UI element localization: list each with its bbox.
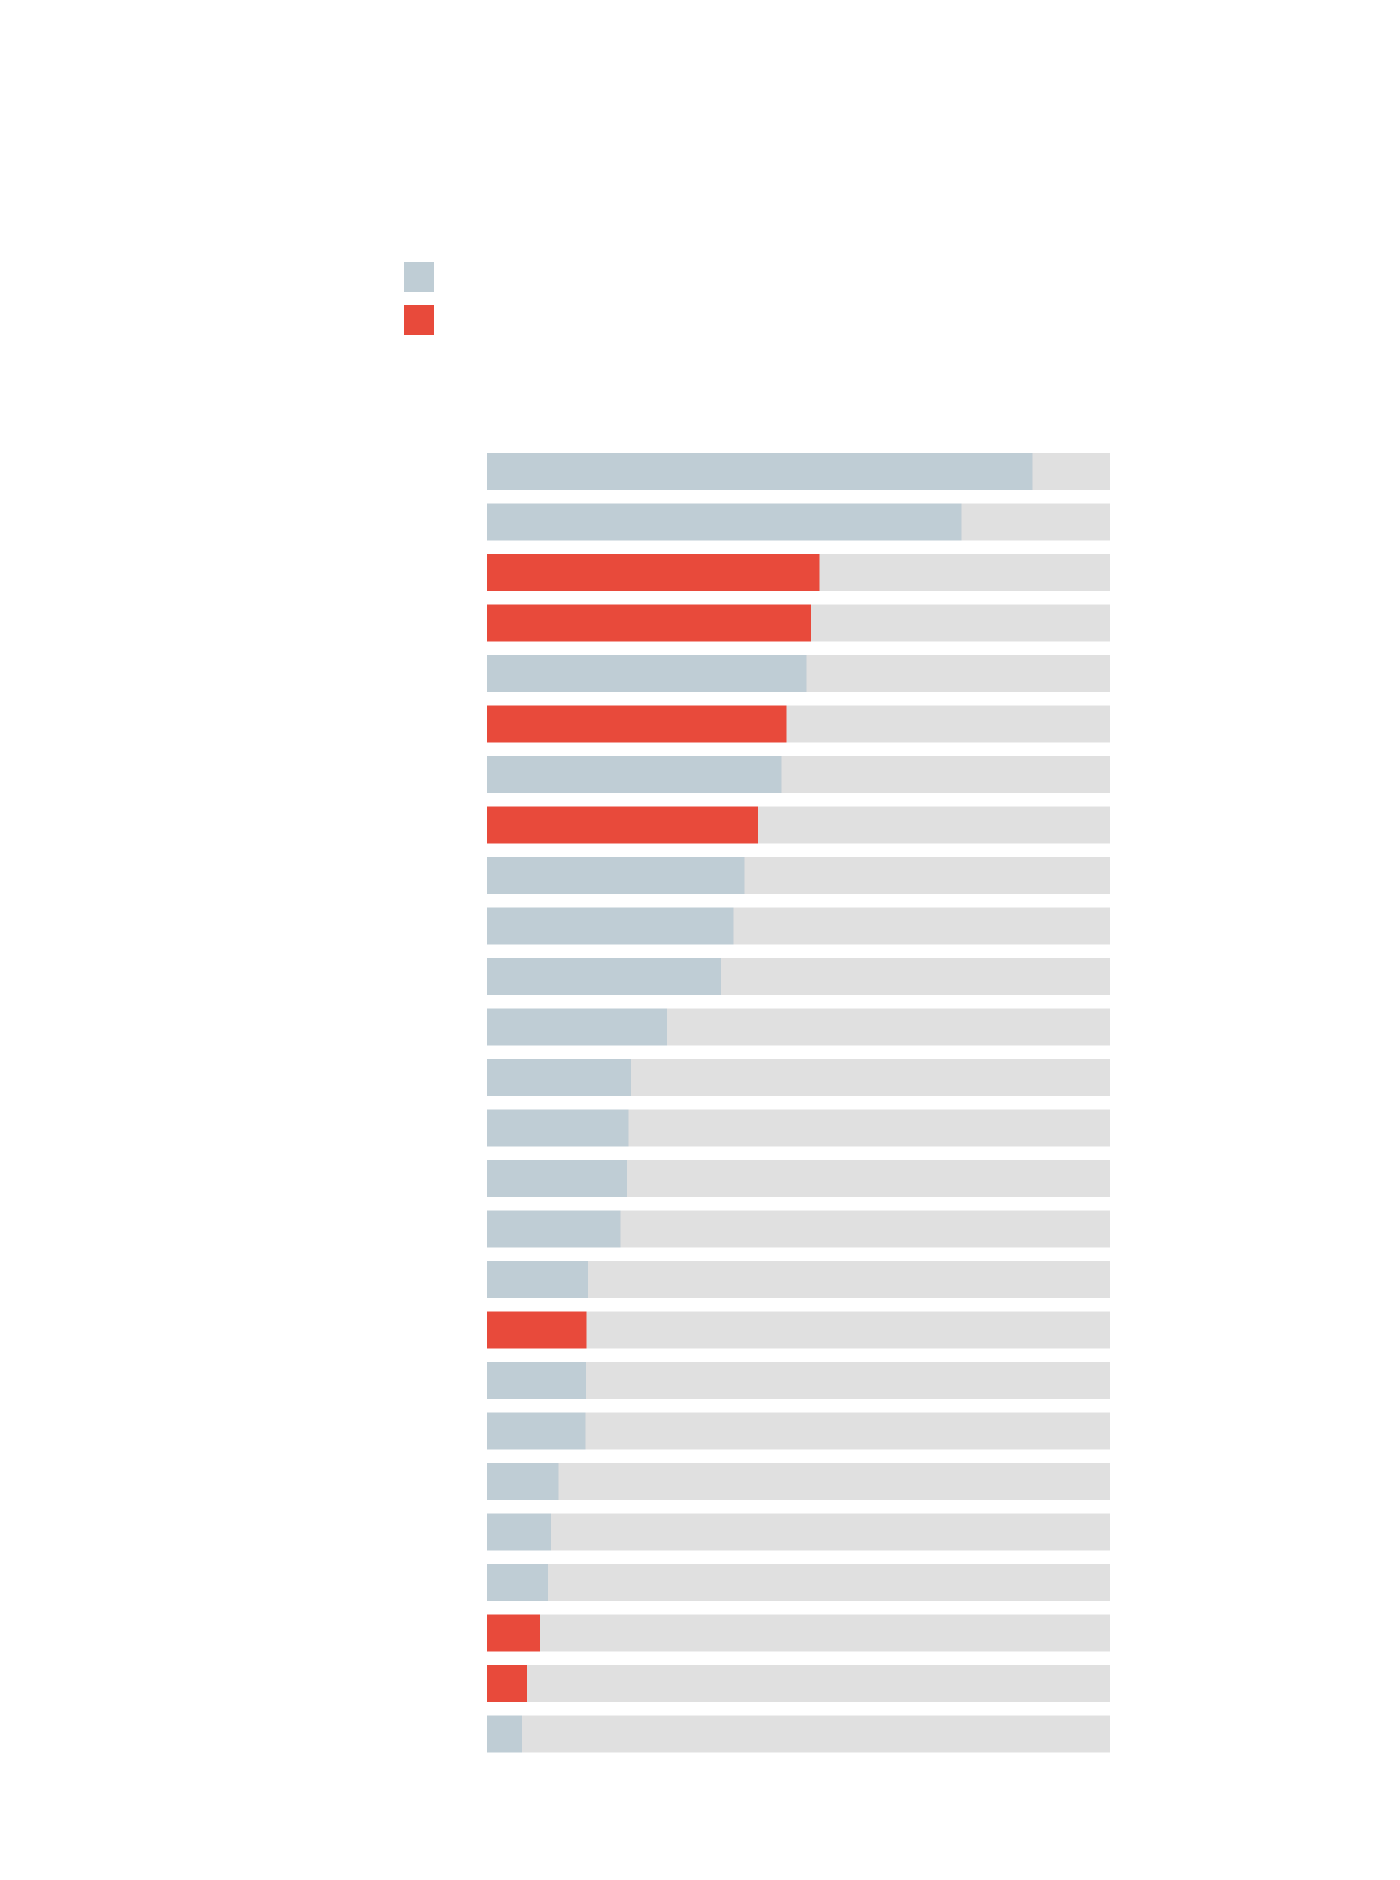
bar-9 — [487, 857, 745, 894]
bar-track-18 — [487, 1311, 1110, 1349]
bar-2 — [487, 503, 962, 541]
bar-22 — [487, 1513, 552, 1551]
bar-13 — [487, 1059, 631, 1096]
bar-track-22 — [487, 1513, 1110, 1551]
bar-14 — [487, 1109, 629, 1147]
bar-7 — [487, 756, 782, 793]
bar-3 — [487, 554, 820, 591]
bar-track-26 — [487, 1715, 1110, 1753]
bar-track-24 — [487, 1614, 1110, 1652]
bar-10 — [487, 907, 734, 945]
bar-17 — [487, 1261, 588, 1298]
legend-swatch-1 — [404, 262, 434, 292]
bar-16 — [487, 1210, 621, 1248]
bar-11 — [487, 958, 722, 995]
bar-5 — [487, 655, 807, 692]
bar-25 — [487, 1665, 527, 1702]
bar-21 — [487, 1463, 559, 1500]
bar-1 — [487, 453, 1033, 490]
bar-26 — [487, 1715, 522, 1753]
bar-23 — [487, 1564, 549, 1601]
bar-19 — [487, 1362, 587, 1399]
bar-20 — [487, 1412, 586, 1450]
legend — [404, 262, 434, 335]
bar-track-19 — [487, 1362, 1110, 1399]
bar-track-23 — [487, 1564, 1110, 1601]
bar-24 — [487, 1614, 540, 1652]
legend-swatch-2 — [404, 305, 434, 335]
bar-15 — [487, 1160, 628, 1197]
bar-track-25 — [487, 1665, 1110, 1702]
bar-18 — [487, 1311, 587, 1349]
bar-12 — [487, 1008, 668, 1046]
bar-rows — [487, 453, 1110, 1753]
bar-track-21 — [487, 1463, 1110, 1500]
bar-track-20 — [487, 1412, 1110, 1450]
bar-6 — [487, 705, 787, 743]
bar-8 — [487, 806, 759, 844]
bar-track-17 — [487, 1261, 1110, 1298]
bar-4 — [487, 604, 811, 642]
